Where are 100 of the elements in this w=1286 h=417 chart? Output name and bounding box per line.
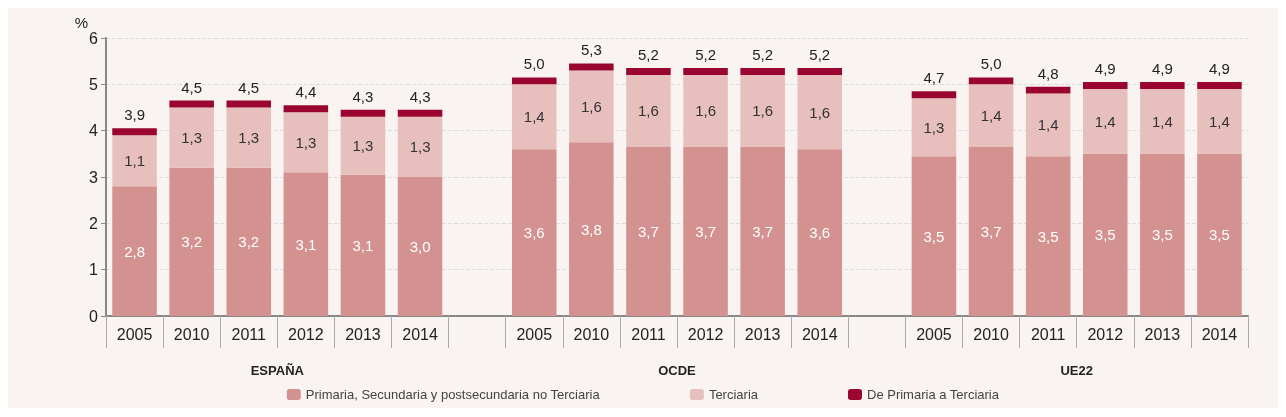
bar xyxy=(683,75,728,147)
bar xyxy=(569,142,614,316)
data-label: 1,6 xyxy=(752,102,774,120)
bar xyxy=(397,116,443,177)
bar xyxy=(740,146,785,316)
total-label: 4,3 xyxy=(352,87,374,105)
data-label: 3,7 xyxy=(980,222,1002,240)
y-tick-label: 2 xyxy=(89,214,99,232)
bar xyxy=(169,100,214,108)
bar xyxy=(226,100,272,108)
bar xyxy=(1025,86,1071,94)
bar xyxy=(1197,153,1242,316)
bar xyxy=(1025,93,1071,157)
legend-label: Primaria, Secundaria y postsecundaria no Terciaria xyxy=(305,387,601,402)
bar xyxy=(797,68,843,76)
bar xyxy=(511,149,557,316)
bar xyxy=(740,75,785,147)
bar xyxy=(397,177,443,316)
total-label: 4,5 xyxy=(181,78,203,96)
data-label: 3,7 xyxy=(638,222,659,240)
bar xyxy=(511,84,557,150)
x-tick-label: 2005 xyxy=(516,325,553,343)
total-label: 4,5 xyxy=(238,78,260,96)
total-label: 5,2 xyxy=(695,46,716,64)
bar xyxy=(340,174,386,316)
x-tick-label: 2010 xyxy=(573,325,610,343)
data-label: 3,8 xyxy=(580,220,602,238)
y-tick-label: 1 xyxy=(89,261,99,279)
data-label: 1,1 xyxy=(124,152,145,170)
bar xyxy=(569,70,614,143)
y-tick-label: 0 xyxy=(89,307,99,325)
data-label: 3,2 xyxy=(181,233,203,251)
total-label: 4,4 xyxy=(295,83,317,101)
bar xyxy=(226,167,272,316)
total-label: 4,3 xyxy=(409,87,431,105)
data-label: 1,6 xyxy=(580,97,602,115)
data-label: 1,6 xyxy=(638,102,659,120)
data-label: 1,3 xyxy=(352,137,374,155)
total-label: 3,9 xyxy=(124,106,145,124)
data-label: 1,3 xyxy=(923,118,945,136)
total-label: 4,9 xyxy=(1094,60,1116,78)
bar xyxy=(1140,82,1185,89)
bar xyxy=(968,77,1014,85)
total-label: 4,8 xyxy=(1037,64,1059,82)
x-tick-label: 2010 xyxy=(173,325,210,343)
bar xyxy=(626,146,671,316)
total-label: 5,0 xyxy=(980,55,1002,73)
bar xyxy=(911,156,957,316)
bar xyxy=(968,146,1014,316)
data-label: 3,5 xyxy=(1151,226,1173,244)
data-label: 1,3 xyxy=(181,129,203,147)
data-label: 1,4 xyxy=(523,108,545,126)
data-label: 3,6 xyxy=(523,224,545,242)
legend-label: De Primaria a Terciaria xyxy=(867,387,1000,402)
bar xyxy=(1025,156,1071,316)
y-tick-label: 3 xyxy=(89,168,99,186)
bar xyxy=(911,98,957,157)
data-label: 3,2 xyxy=(238,233,260,251)
x-tick-label: 2011 xyxy=(631,325,666,343)
data-label: 1,4 xyxy=(1209,112,1230,130)
data-label: 1,4 xyxy=(1151,112,1173,130)
x-tick-label: 2011 xyxy=(1030,325,1066,343)
data-label: 3,6 xyxy=(809,224,831,242)
x-tick-label: 2010 xyxy=(973,325,1009,343)
text: OCDE xyxy=(658,363,697,378)
text: UE22 xyxy=(1060,363,1093,378)
x-tick-label: 2011 xyxy=(231,325,267,343)
bar xyxy=(112,135,157,187)
x-tick-label: 2005 xyxy=(916,325,952,343)
bar xyxy=(569,63,614,71)
bar xyxy=(626,68,671,76)
x-tick-label: 2013 xyxy=(744,325,781,343)
data-label: 2,8 xyxy=(124,242,145,260)
bar xyxy=(797,75,843,150)
bar xyxy=(283,105,329,113)
data-label: 3,5 xyxy=(1094,226,1116,244)
bar xyxy=(1197,82,1242,89)
data-label: 3,5 xyxy=(923,227,945,245)
bar xyxy=(340,109,386,117)
bar xyxy=(911,91,957,99)
bar xyxy=(683,146,728,316)
data-label: 3,1 xyxy=(295,235,317,253)
total-label: 5,2 xyxy=(638,46,659,64)
x-tick-label: 2012 xyxy=(288,325,324,343)
data-label: 1,4 xyxy=(980,107,1002,125)
text: ESPAÑA xyxy=(250,363,305,378)
bar xyxy=(968,84,1014,147)
bar xyxy=(283,112,329,173)
bar xyxy=(1140,88,1185,154)
total-label: 5,2 xyxy=(809,46,831,64)
data-label: 3,5 xyxy=(1209,226,1230,244)
y-tick-label: 4 xyxy=(89,122,99,140)
total-label: 4,9 xyxy=(1151,60,1173,78)
bar xyxy=(1140,153,1185,316)
data-label: 3,1 xyxy=(352,236,374,254)
total-label: 4,9 xyxy=(1209,60,1230,78)
x-tick-label: 2005 xyxy=(116,325,153,343)
data-label: 3,0 xyxy=(409,238,431,255)
x-tick-label: 2012 xyxy=(1087,325,1124,343)
bar xyxy=(797,149,843,316)
